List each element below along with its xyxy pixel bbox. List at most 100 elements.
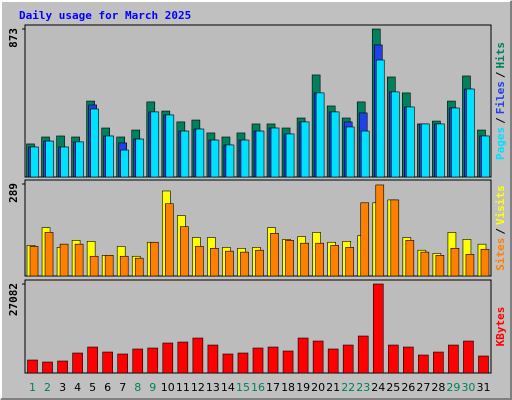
x-tick-label: 29: [446, 381, 460, 394]
bar: [105, 135, 114, 178]
x-tick-label: 18: [281, 381, 295, 394]
bar: [375, 59, 385, 178]
bar: [357, 335, 369, 374]
bar: [478, 355, 489, 374]
bar: [390, 199, 400, 277]
bar: [237, 352, 249, 374]
legend: KBytes: [494, 307, 507, 347]
bar: [330, 245, 339, 277]
bar: [59, 243, 69, 277]
bar: [300, 242, 309, 277]
x-tick-label: 31: [476, 381, 490, 394]
bar: [297, 337, 309, 374]
bar: [27, 359, 38, 374]
x-tick-label: 4: [74, 381, 81, 394]
bar: [267, 346, 279, 374]
bar: [225, 250, 234, 277]
bar: [330, 111, 340, 178]
legend-entry: Sites: [494, 238, 507, 271]
bar: [360, 202, 370, 277]
bar: [360, 130, 370, 178]
bar: [255, 130, 265, 178]
x-tick-label: 22: [341, 381, 355, 394]
x-tick-label: 15: [236, 381, 250, 394]
x-tick-label: 25: [386, 381, 400, 394]
bar: [222, 353, 234, 374]
bar: [403, 346, 414, 374]
bar: [180, 130, 190, 178]
legend: Sites / Visits: [494, 185, 507, 271]
bar: [481, 135, 490, 178]
bar: [165, 114, 175, 178]
bar: [210, 139, 220, 178]
bar: [135, 138, 145, 178]
bar: [480, 248, 490, 277]
bar: [134, 257, 144, 277]
bar: [180, 226, 189, 277]
x-tick-label: 3: [59, 381, 66, 394]
bar: [117, 353, 129, 374]
bar: [345, 126, 355, 178]
legend-entry: Files: [494, 81, 507, 114]
bar: [149, 241, 159, 277]
bar: [162, 342, 174, 374]
x-tick-label: 16: [251, 381, 265, 394]
legend-entry: Visits: [494, 185, 507, 225]
x-tick-label: 10: [161, 381, 175, 394]
bar: [463, 340, 474, 374]
legend-separator: /: [494, 117, 507, 124]
bar: [240, 251, 249, 277]
x-tick-label: 14: [221, 381, 235, 394]
legend-entry: Pages: [494, 127, 507, 160]
x-tick-label: 23: [356, 381, 370, 394]
bar: [406, 106, 415, 178]
bar: [132, 348, 144, 374]
x-tick-label: 11: [176, 381, 190, 394]
bar: [225, 144, 235, 178]
bar: [57, 360, 68, 374]
bar: [102, 351, 113, 374]
x-tick-label: 17: [266, 381, 280, 394]
x-tick-label: 8: [134, 381, 141, 394]
bar: [29, 246, 39, 277]
bar: [30, 146, 39, 178]
bar: [300, 121, 310, 178]
bar: [120, 149, 130, 178]
x-tick-label: 13: [206, 381, 220, 394]
x-tick-label: 12: [191, 381, 205, 394]
bar: [387, 344, 399, 374]
bar: [375, 184, 385, 277]
x-tick-label: 20: [311, 381, 325, 394]
x-tick-label: 30: [461, 381, 475, 394]
bar: [390, 91, 400, 178]
bar: [150, 111, 160, 178]
x-tick-label: 9: [149, 381, 156, 394]
bar: [44, 232, 54, 277]
bar: [436, 123, 445, 178]
bar: [421, 123, 430, 178]
x-tick-label: 7: [119, 381, 126, 394]
bar: [75, 141, 84, 178]
bar: [42, 361, 53, 374]
bar: [435, 255, 445, 277]
bar: [315, 92, 325, 178]
bar: [327, 348, 339, 374]
x-tick-label: 21: [326, 381, 340, 394]
bar: [89, 255, 99, 277]
bar: [450, 248, 460, 277]
bar: [119, 255, 129, 277]
bar: [195, 246, 204, 277]
bar: [207, 344, 219, 374]
x-tick-label: 1: [29, 381, 36, 394]
bar: [192, 337, 204, 374]
bar: [466, 88, 475, 178]
bar: [285, 240, 294, 277]
bar: [465, 254, 475, 277]
bar: [270, 127, 280, 178]
x-tick-label: 24: [371, 381, 385, 394]
bar: [90, 108, 99, 178]
legend-separator: /: [494, 71, 507, 78]
